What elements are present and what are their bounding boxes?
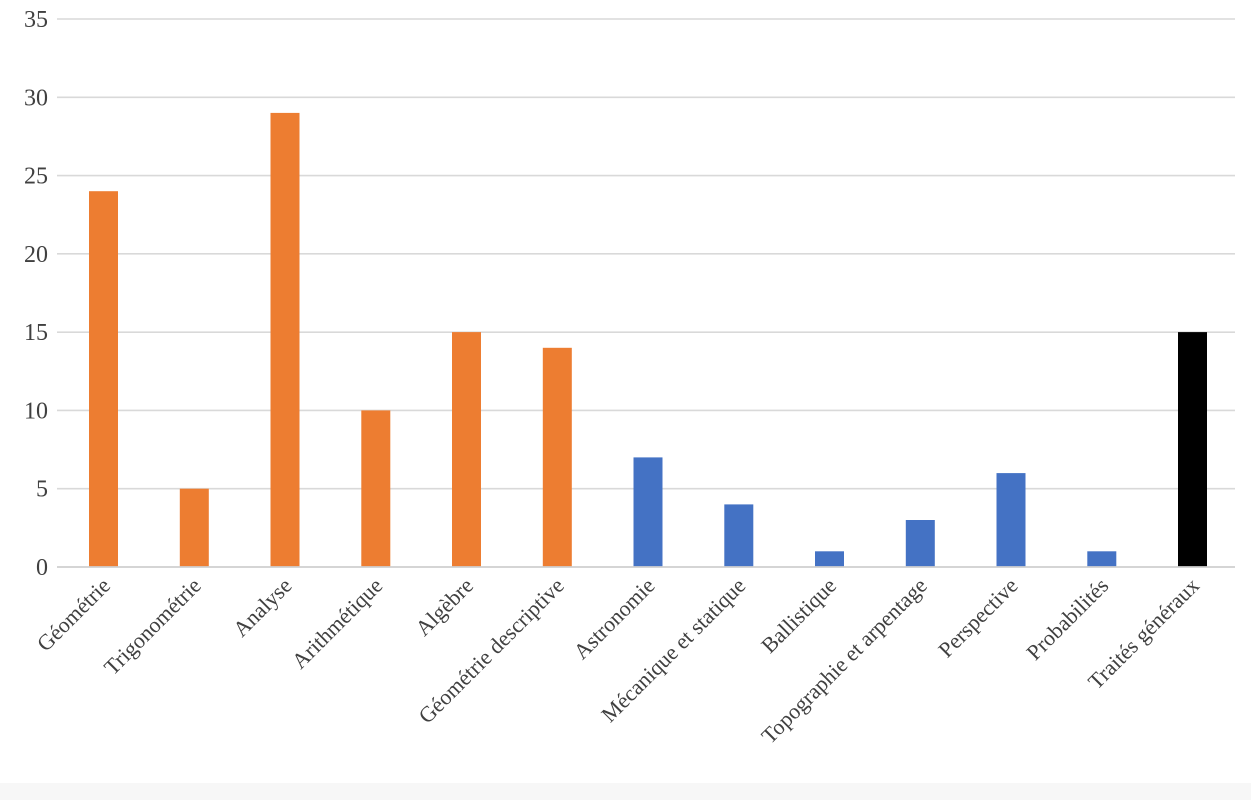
bottom-edge-band bbox=[0, 783, 1251, 800]
y-tick-label: 0 bbox=[36, 555, 48, 581]
x-category-label: Ballistique bbox=[756, 573, 841, 658]
x-category-label: Topographie et arpentage bbox=[756, 573, 932, 749]
x-category-label: Algèbre bbox=[410, 573, 478, 641]
y-tick-label: 30 bbox=[24, 85, 48, 111]
y-tick-label: 20 bbox=[24, 242, 48, 268]
y-tick-label: 25 bbox=[24, 164, 48, 190]
bar bbox=[815, 551, 844, 567]
x-category-label: Perspective bbox=[933, 573, 1022, 662]
x-category-label: Géométrie bbox=[32, 573, 115, 656]
y-tick-label: 15 bbox=[24, 320, 48, 346]
bar bbox=[724, 504, 754, 567]
x-category-label: Trigonométrie bbox=[99, 573, 206, 680]
bar bbox=[89, 191, 118, 567]
x-category-label: Probabilités bbox=[1021, 573, 1113, 665]
bar bbox=[1178, 332, 1207, 567]
bar bbox=[542, 347, 572, 567]
bar bbox=[633, 457, 663, 567]
bar bbox=[905, 520, 935, 567]
x-category-label: Arithmétique bbox=[287, 573, 388, 674]
y-tick-label: 10 bbox=[24, 398, 48, 424]
y-tick-label: 5 bbox=[36, 477, 48, 503]
grid-lines bbox=[57, 18, 1235, 490]
bar bbox=[452, 332, 481, 567]
x-category-label: Astronomie bbox=[568, 573, 659, 664]
y-tick-label: 35 bbox=[24, 7, 48, 33]
bars bbox=[89, 112, 1207, 568]
bar bbox=[179, 488, 209, 567]
bar bbox=[270, 112, 300, 568]
x-category-label: Analyse bbox=[228, 573, 297, 642]
bar bbox=[361, 410, 391, 567]
bar bbox=[996, 473, 1026, 567]
bar bbox=[1087, 551, 1117, 567]
y-axis-tick-labels: 0 5 10 15 20 25 30 35 bbox=[24, 7, 48, 581]
